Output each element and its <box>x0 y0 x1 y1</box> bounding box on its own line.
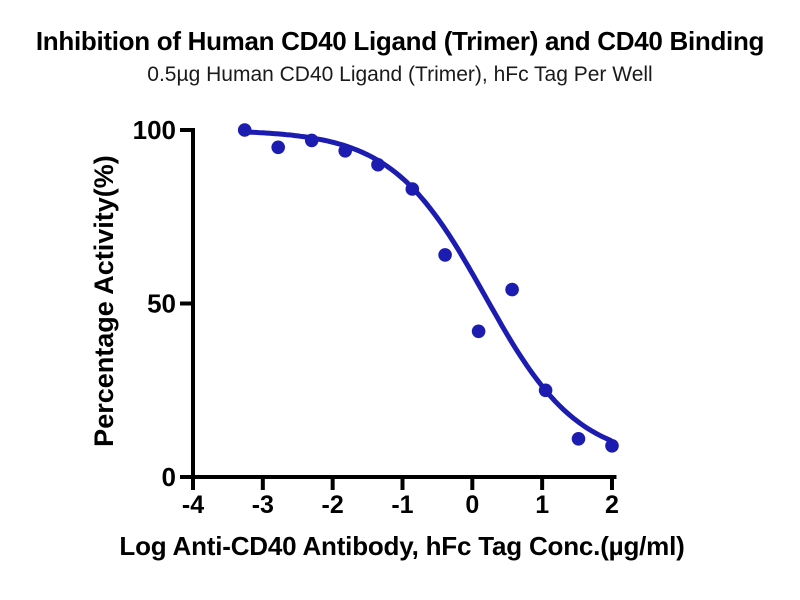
x-axis-label: Log Anti-CD40 Antibody, hFc Tag Conc.(µg… <box>119 531 685 561</box>
fit-curve <box>242 129 614 443</box>
x-tick-label: -3 <box>252 491 274 519</box>
y-tick-label: 0 <box>162 462 176 492</box>
data-point <box>571 432 586 446</box>
y-tick-label: 100 <box>133 115 176 145</box>
data-point <box>538 383 553 398</box>
data-point <box>237 123 252 137</box>
x-tick-label: -2 <box>322 491 344 519</box>
x-tick-label: -1 <box>391 491 413 519</box>
x-tick-label: 2 <box>605 491 619 519</box>
data-point <box>505 282 519 297</box>
x-tick-label: 1 <box>535 491 549 519</box>
data-point <box>304 133 319 148</box>
x-tick-label: -4 <box>182 491 204 519</box>
chart-title: Inhibition of Human CD40 Ligand (Trimer)… <box>35 26 765 56</box>
data-point <box>338 144 353 158</box>
data-point <box>471 324 486 339</box>
chart-subtitle: 0.5µg Human CD40 Ligand (Trimer), hFc Ta… <box>147 63 653 86</box>
x-tick-label: 0 <box>465 491 479 519</box>
data-point <box>271 140 286 155</box>
y-tick-label: 50 <box>147 289 176 319</box>
data-point <box>371 157 385 172</box>
data-point <box>405 182 420 196</box>
data-point <box>438 248 452 262</box>
data-point <box>605 439 619 453</box>
